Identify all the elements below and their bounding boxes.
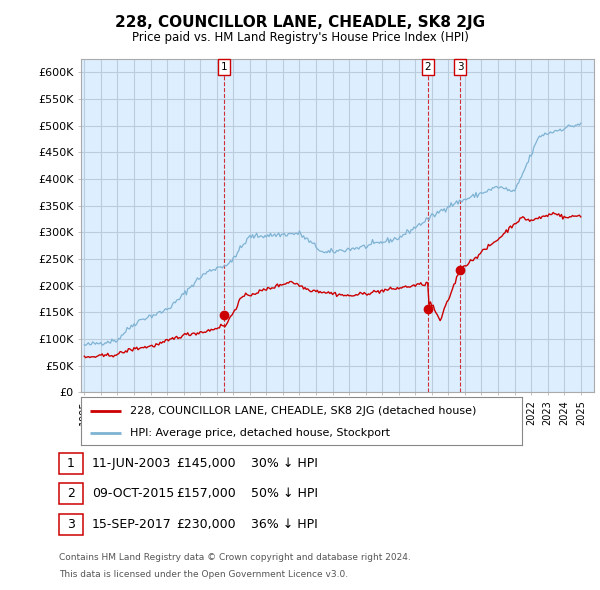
Text: £145,000: £145,000 xyxy=(176,457,235,470)
Text: 36% ↓ HPI: 36% ↓ HPI xyxy=(251,518,317,531)
Text: 3: 3 xyxy=(457,62,463,72)
Text: 15-SEP-2017: 15-SEP-2017 xyxy=(92,518,172,531)
Text: Price paid vs. HM Land Registry's House Price Index (HPI): Price paid vs. HM Land Registry's House … xyxy=(131,31,469,44)
Text: 2: 2 xyxy=(67,487,75,500)
Text: £230,000: £230,000 xyxy=(176,518,235,531)
Text: 228, COUNCILLOR LANE, CHEADLE, SK8 2JG (detached house): 228, COUNCILLOR LANE, CHEADLE, SK8 2JG (… xyxy=(130,405,476,415)
Text: 1: 1 xyxy=(67,457,75,470)
Text: 50% ↓ HPI: 50% ↓ HPI xyxy=(251,487,318,500)
Text: This data is licensed under the Open Government Licence v3.0.: This data is licensed under the Open Gov… xyxy=(59,571,348,579)
Text: 3: 3 xyxy=(67,518,75,531)
Text: 30% ↓ HPI: 30% ↓ HPI xyxy=(251,457,317,470)
Text: 11-JUN-2003: 11-JUN-2003 xyxy=(92,457,171,470)
Text: Contains HM Land Registry data © Crown copyright and database right 2024.: Contains HM Land Registry data © Crown c… xyxy=(59,553,410,562)
Text: 228, COUNCILLOR LANE, CHEADLE, SK8 2JG: 228, COUNCILLOR LANE, CHEADLE, SK8 2JG xyxy=(115,15,485,30)
Text: HPI: Average price, detached house, Stockport: HPI: Average price, detached house, Stoc… xyxy=(130,428,389,438)
Text: 1: 1 xyxy=(221,62,227,72)
Text: £157,000: £157,000 xyxy=(176,487,236,500)
Text: 09-OCT-2015: 09-OCT-2015 xyxy=(92,487,174,500)
Text: 2: 2 xyxy=(425,62,431,72)
